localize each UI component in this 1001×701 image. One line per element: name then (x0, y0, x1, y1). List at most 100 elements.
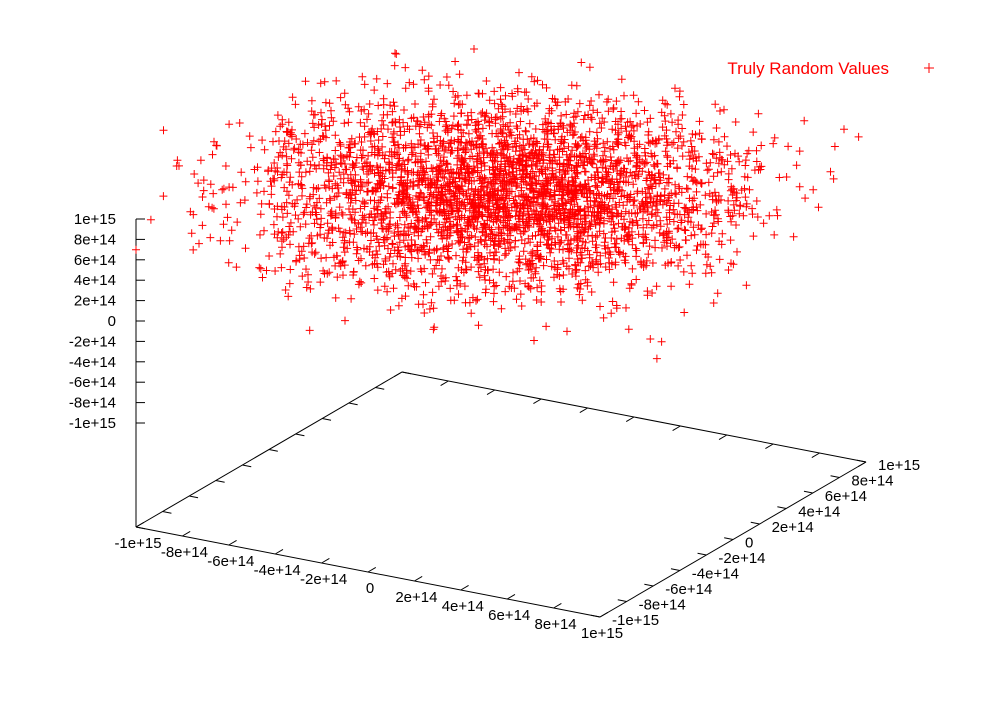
y-tick-back (215, 480, 225, 483)
data-point (462, 91, 471, 100)
data-point (454, 290, 463, 299)
data-point (607, 259, 616, 268)
data-point (489, 297, 498, 306)
data-point (658, 243, 666, 252)
data-point (565, 254, 573, 263)
data-point (697, 134, 706, 143)
data-point (556, 287, 565, 296)
data-point (587, 115, 596, 124)
data-point (337, 159, 346, 168)
data-point (701, 240, 710, 249)
data-point (604, 254, 613, 262)
x-tick-label: -1e+15 (114, 535, 161, 552)
data-point (483, 266, 492, 275)
data-point (643, 174, 652, 183)
data-point (480, 173, 489, 182)
data-point (459, 253, 468, 262)
data-point (673, 164, 682, 173)
data-point (826, 167, 835, 176)
data-point (337, 152, 346, 161)
data-point (527, 197, 536, 206)
data-point (260, 226, 268, 235)
data-point (282, 152, 291, 161)
data-point (735, 209, 744, 218)
data-point (672, 190, 681, 199)
data-point (256, 230, 264, 239)
data-point (159, 192, 168, 201)
data-point (501, 91, 510, 100)
data-point (588, 160, 597, 168)
data-point (331, 261, 340, 270)
data-point (284, 292, 293, 301)
data-point (219, 220, 228, 229)
data-point (245, 132, 254, 141)
data-point (448, 146, 457, 155)
data-point (267, 190, 276, 199)
data-point (656, 216, 665, 225)
data-point (303, 138, 312, 147)
z-tick-label: 0 (108, 313, 116, 330)
data-point (542, 255, 551, 264)
data-point (526, 284, 535, 293)
data-point (432, 183, 441, 192)
data-point (563, 166, 572, 175)
data-point (475, 133, 484, 142)
data-point (323, 219, 332, 228)
data-point (400, 207, 409, 216)
data-point (327, 113, 336, 122)
data-point (404, 155, 413, 164)
data-point (310, 249, 319, 258)
data-point (664, 174, 673, 183)
z-tick-label: -8e+14 (69, 395, 116, 412)
data-point (600, 118, 609, 126)
data-point (386, 249, 395, 258)
data-point (332, 76, 341, 85)
data-point (546, 223, 555, 232)
data-point (344, 118, 353, 127)
data-point (252, 188, 261, 197)
data-point (482, 77, 491, 85)
data-point (735, 157, 744, 166)
data-point (765, 211, 774, 220)
data-point (596, 302, 604, 311)
data-point (308, 153, 317, 162)
y-tick (644, 583, 654, 587)
data-point (801, 194, 810, 203)
data-point (513, 267, 522, 276)
data-point (580, 111, 589, 120)
y-tick-back (268, 449, 278, 452)
data-point (515, 130, 524, 139)
data-point (297, 149, 305, 157)
data-point (392, 50, 401, 58)
data-point (225, 183, 234, 192)
data-point (580, 167, 589, 176)
data-point (463, 219, 472, 228)
data-point (430, 323, 439, 332)
data-point (500, 173, 509, 182)
data-point (599, 139, 608, 148)
data-point (336, 142, 345, 151)
data-point (318, 131, 327, 140)
data-point (398, 207, 407, 216)
data-point (612, 211, 621, 220)
data-point (307, 146, 316, 155)
data-point (613, 139, 622, 148)
data-point (703, 166, 712, 175)
data-point (668, 235, 677, 244)
data-point (680, 225, 689, 234)
data-point (726, 236, 735, 245)
data-point (464, 116, 473, 125)
data-point (209, 189, 218, 198)
data-point (676, 132, 685, 141)
data-point (320, 77, 329, 86)
data-point (663, 242, 671, 251)
data-point (545, 104, 554, 113)
data-point (480, 271, 489, 280)
data-point (591, 220, 600, 229)
data-point (433, 207, 442, 216)
data-point (378, 132, 387, 141)
data-point (473, 217, 482, 226)
data-point (472, 296, 480, 305)
data-point (354, 220, 363, 228)
data-point (347, 194, 356, 203)
